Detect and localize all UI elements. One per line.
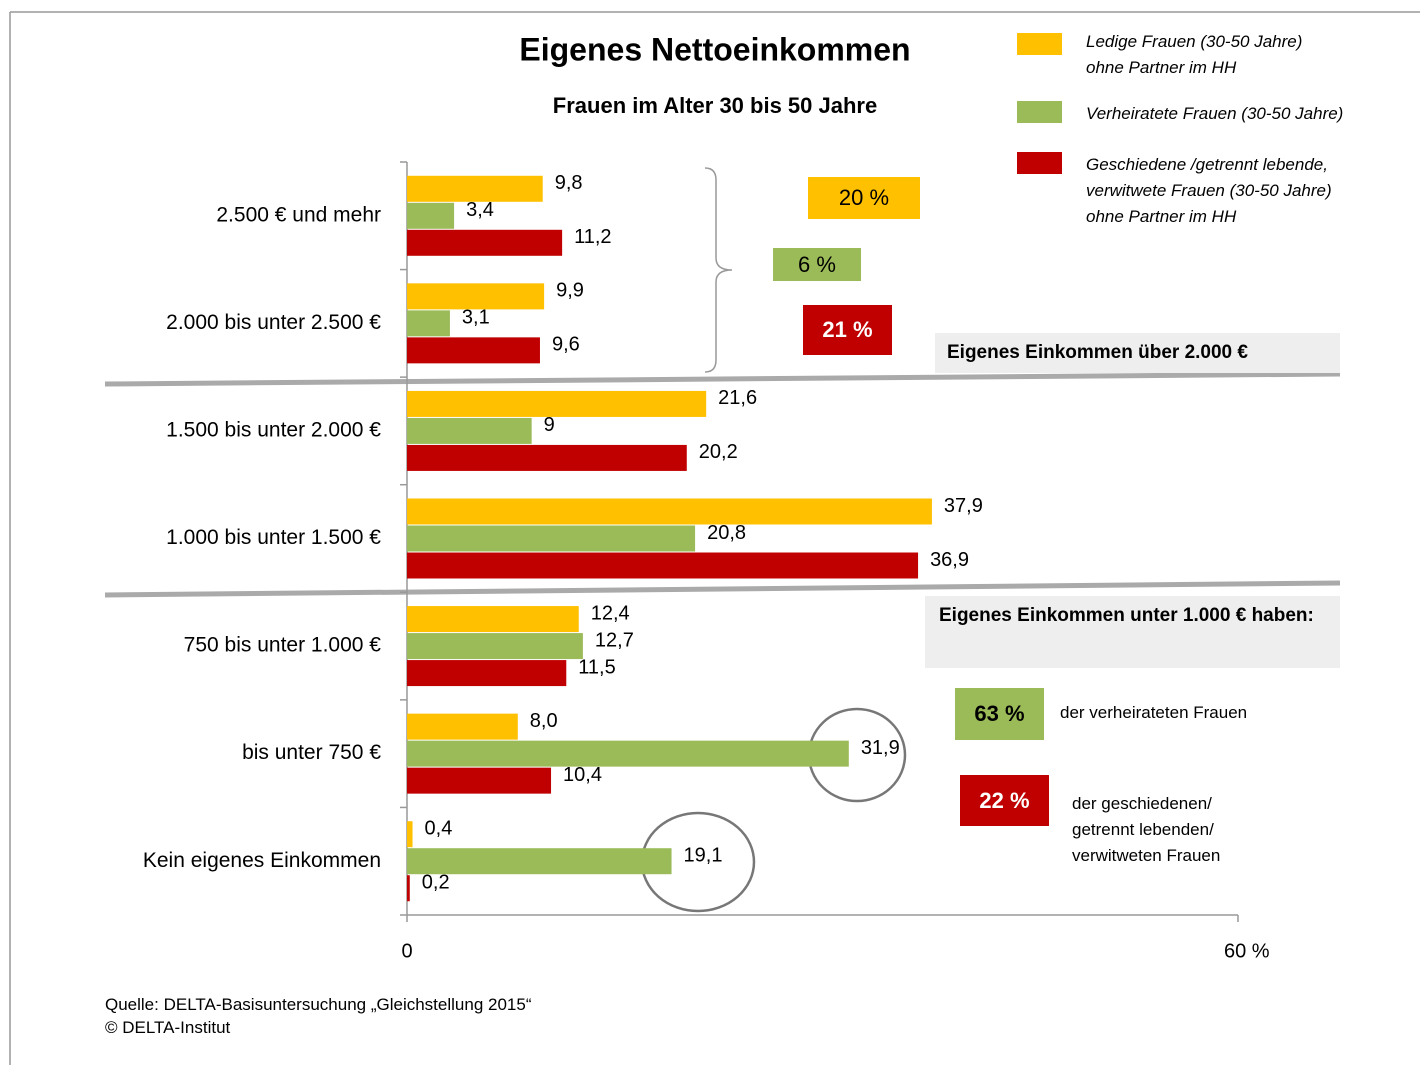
bar <box>407 444 687 471</box>
annotation-box: 22 % <box>960 775 1049 826</box>
legend-label: Geschiedene /getrennt lebende, verwitwet… <box>1086 155 1332 226</box>
value-label: 20,8 <box>707 522 746 544</box>
value-label: 3,1 <box>462 307 490 329</box>
value-label: 9,9 <box>556 280 584 302</box>
value-label: 31,9 <box>861 737 900 759</box>
copyright: © DELTA-Institut <box>105 1018 231 1037</box>
annotation-box: 21 % <box>803 305 892 355</box>
bar <box>407 875 410 902</box>
separator <box>104 580 1341 598</box>
annotation-label: Eigenes Einkommen über 2.000 € <box>935 333 1340 373</box>
annotation-text: der verheirateten Frauen <box>1060 703 1248 722</box>
bar <box>407 767 552 794</box>
value-label: 20,2 <box>699 441 738 463</box>
brace <box>704 167 733 373</box>
x-tick-label: 60 % <box>1224 940 1270 962</box>
value-label: 9,8 <box>555 172 583 194</box>
bar <box>407 202 455 229</box>
legend-swatch <box>1017 101 1062 123</box>
bar <box>407 498 932 525</box>
bar <box>407 633 583 660</box>
annotation-box: 63 % <box>955 688 1044 740</box>
value-label: 12,4 <box>591 602 630 624</box>
bar <box>407 821 413 848</box>
bar <box>407 390 707 417</box>
y-tick-label: 1.500 bis unter 2.000 € <box>166 418 381 441</box>
bar <box>407 606 579 633</box>
chart-title: Eigenes Nettoeinkommen <box>519 31 910 67</box>
y-tick-label: 2.000 bis unter 2.500 € <box>166 311 381 334</box>
value-label: 0,4 <box>425 817 453 839</box>
bar <box>407 283 545 310</box>
value-label: 0,2 <box>422 871 450 893</box>
separator <box>104 371 1341 387</box>
bar <box>407 175 543 202</box>
y-tick-label: Kein eigenes Einkommen <box>143 849 381 872</box>
value-label: 12,7 <box>595 629 634 651</box>
bar <box>407 417 532 444</box>
y-tick-label: 2.500 € und mehr <box>216 203 381 226</box>
bar <box>407 337 540 364</box>
value-label: 19,1 <box>684 844 723 866</box>
bar <box>407 848 672 875</box>
annotation-label: Eigenes Einkommen unter 1.000 € haben: <box>925 596 1340 668</box>
value-label: 21,6 <box>718 387 757 409</box>
bar <box>407 713 518 740</box>
legend-label: Verheiratete Frauen (30-50 Jahre) <box>1086 104 1344 123</box>
x-tick-label: 0 <box>401 940 412 962</box>
y-tick-label: 1.000 bis unter 1.500 € <box>166 526 381 549</box>
bar <box>407 740 849 767</box>
legend-swatch <box>1017 33 1062 55</box>
value-label: 36,9 <box>930 549 969 571</box>
value-label: 3,4 <box>466 199 494 221</box>
legend-label: Ledige Frauen (30-50 Jahre) ohne Partner… <box>1086 32 1303 77</box>
bar <box>407 310 450 337</box>
annotation-box: 6 % <box>773 248 861 281</box>
bar <box>407 525 696 552</box>
value-label: 8,0 <box>530 710 558 732</box>
bar <box>407 229 563 256</box>
annotation-text: der geschiedenen/ getrennt lebenden/ ver… <box>1072 794 1221 865</box>
bar <box>407 660 567 687</box>
bar <box>407 552 919 579</box>
y-tick-label: bis unter 750 € <box>242 741 381 764</box>
value-label: 11,2 <box>574 226 611 248</box>
value-label: 9,6 <box>552 334 580 356</box>
legend-swatch <box>1017 152 1062 174</box>
value-label: 37,9 <box>944 495 983 517</box>
value-label: 11,5 <box>578 656 615 678</box>
value-label: 10,4 <box>563 764 602 786</box>
chart-subtitle: Frauen im Alter 30 bis 50 Jahre <box>553 93 877 118</box>
annotation-box: 20 % <box>808 177 920 219</box>
source: Quelle: DELTA-Basisuntersuchung „Gleichs… <box>105 995 532 1014</box>
value-label: 9 <box>544 414 555 436</box>
y-tick-label: 750 bis unter 1.000 € <box>184 634 382 657</box>
